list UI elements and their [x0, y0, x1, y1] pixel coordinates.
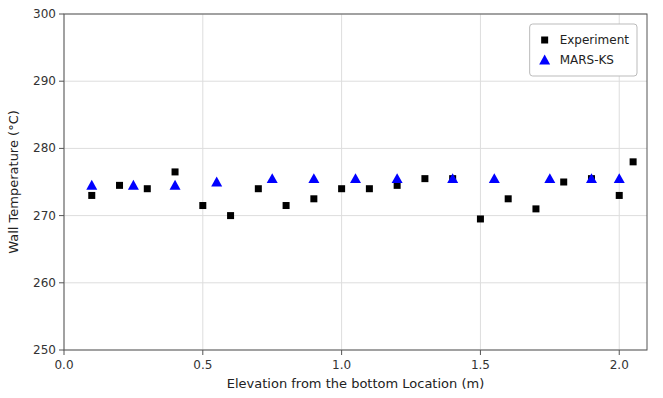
tick-label: 0.5: [193, 358, 212, 372]
tick-label: 1.0: [332, 358, 351, 372]
tick-label: 290: [33, 74, 56, 88]
point: [350, 173, 361, 183]
point: [614, 173, 625, 183]
point: [283, 202, 290, 209]
background: [0, 0, 663, 398]
axes: 0.0 0.5 1.0 1.5 2.0 250 260 270 280 290 300: [33, 7, 647, 372]
grid-line: [64, 148, 647, 149]
grid: [64, 14, 647, 350]
tick: [59, 350, 64, 351]
tick: [202, 350, 203, 355]
point: [310, 195, 317, 202]
tick-label: 280: [33, 141, 56, 155]
point: [128, 180, 139, 190]
point: [421, 175, 428, 182]
point: [144, 185, 151, 192]
point: [86, 180, 97, 190]
tick-label: 1.5: [471, 358, 490, 372]
point: [267, 173, 278, 183]
x-axis-label: Elevation from the bottom Location (m): [227, 376, 484, 391]
tick: [619, 350, 620, 355]
point: [255, 185, 262, 192]
tick-label: 260: [33, 276, 56, 290]
point: [199, 202, 206, 209]
grid-line: [64, 282, 647, 283]
point: [630, 158, 637, 165]
point: [392, 173, 403, 183]
grid-line: [341, 14, 342, 350]
point: [505, 195, 512, 202]
point: [88, 192, 95, 199]
tick: [64, 350, 65, 355]
tick-label: 270: [33, 209, 56, 223]
tick-label: 300: [33, 7, 56, 21]
legend-marker: [539, 55, 550, 65]
point: [366, 185, 373, 192]
point: [616, 192, 623, 199]
tick: [59, 282, 64, 283]
point: [116, 182, 123, 189]
point: [308, 173, 319, 183]
data: [86, 158, 636, 222]
point: [447, 173, 458, 183]
point: [544, 173, 555, 183]
point: [586, 173, 597, 183]
series: [88, 158, 636, 222]
point: [489, 173, 500, 183]
tick-label: 2.0: [610, 358, 629, 372]
grid-line: [202, 14, 203, 350]
legend-label: Experiment: [560, 33, 630, 47]
y-axis-label: Wall Temperature (°C): [6, 110, 21, 254]
point: [170, 180, 181, 190]
point: [227, 212, 234, 219]
point: [560, 179, 567, 186]
chart: 0.0 0.5 1.0 1.5 2.0 250 260 270 280 290 300 Elevati…: [0, 0, 663, 398]
series: [86, 173, 624, 190]
legend-box: [530, 24, 637, 76]
legend-label: MARS-KS: [560, 53, 614, 67]
tick: [480, 350, 481, 355]
tick: [59, 14, 64, 15]
tick: [341, 350, 342, 355]
point: [338, 185, 345, 192]
legend-marker: [541, 37, 548, 44]
tick: [59, 81, 64, 82]
plot-frame: [64, 14, 647, 350]
legend: Experiment MARS-KS: [530, 24, 637, 76]
grid-line: [64, 81, 647, 82]
point: [532, 205, 539, 212]
point: [477, 215, 484, 222]
grid-line: [64, 215, 647, 216]
tick-label: 250: [33, 343, 56, 357]
grid-line: [480, 14, 481, 350]
point: [211, 177, 222, 187]
tick: [59, 215, 64, 216]
point: [172, 168, 179, 175]
tick: [59, 148, 64, 149]
tick-label: 0.0: [54, 358, 73, 372]
